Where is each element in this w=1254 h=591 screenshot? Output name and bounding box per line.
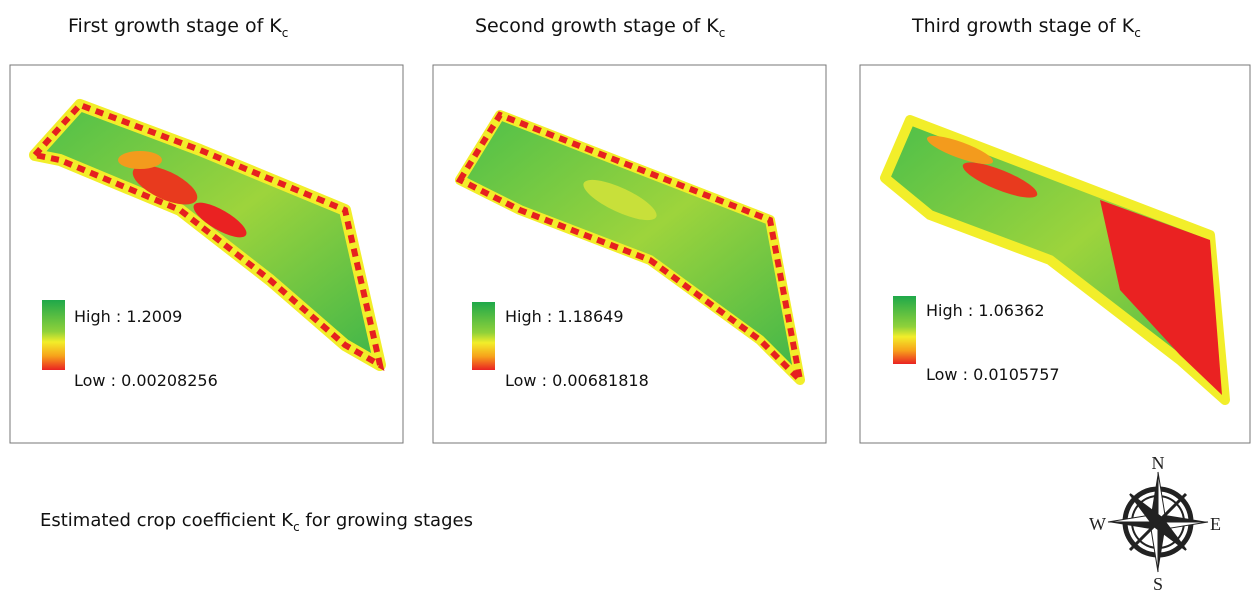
title-subscript: c bbox=[282, 26, 289, 40]
legend-low: Low : 0.00681818 bbox=[505, 371, 649, 390]
legend-ramp bbox=[42, 300, 65, 370]
caption-text: Estimated crop coefficient K bbox=[40, 510, 294, 531]
legend-high: High : 1.18649 bbox=[505, 307, 624, 326]
legend-high: High : 1.06362 bbox=[926, 301, 1045, 320]
page: {"panels": [ {"title": {"text": "First g… bbox=[0, 0, 1254, 591]
panel-title: Third growth stage of Kc bbox=[911, 15, 1141, 40]
title-text: Third growth stage of K bbox=[911, 15, 1135, 37]
legend-ramp bbox=[893, 296, 916, 364]
compass-east: E bbox=[1210, 514, 1221, 534]
compass-west: W bbox=[1089, 514, 1106, 534]
panel-title: Second growth stage of Kc bbox=[475, 15, 725, 40]
title-text: First growth stage of K bbox=[68, 15, 282, 37]
title-text: Second growth stage of K bbox=[475, 15, 719, 37]
panel-title: First growth stage of Kc bbox=[68, 15, 288, 40]
caption-text: for growing stages bbox=[300, 510, 473, 531]
caption-subscript: c bbox=[293, 520, 300, 534]
title-subscript: c bbox=[1134, 26, 1141, 40]
compass-north: N bbox=[1152, 453, 1165, 473]
compass-south: S bbox=[1153, 574, 1163, 591]
legend-low: Low : 0.0105757 bbox=[926, 365, 1060, 384]
legend-high: High : 1.2009 bbox=[74, 307, 182, 326]
compass: N E S W bbox=[1089, 453, 1221, 591]
caption: Estimated crop coefficient Kc for growin… bbox=[40, 510, 473, 534]
figure: High : 1.2009 Low : 0.00208256 High : 1.… bbox=[0, 0, 1254, 591]
legend-low: Low : 0.00208256 bbox=[74, 371, 218, 390]
legend-ramp bbox=[472, 302, 495, 370]
title-subscript: c bbox=[719, 26, 726, 40]
